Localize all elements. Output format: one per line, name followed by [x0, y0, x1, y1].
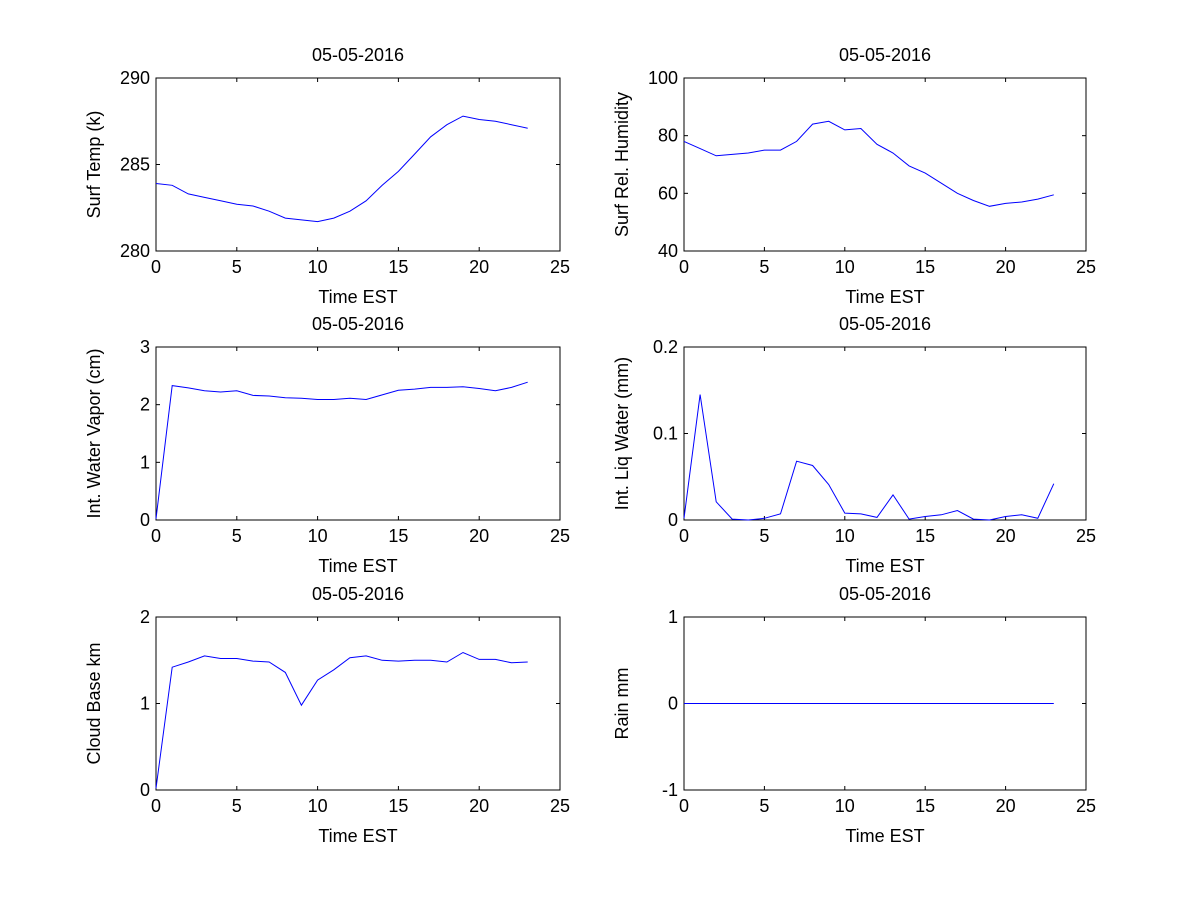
y-tick-label: 0	[668, 510, 678, 530]
x-tick-label: 5	[759, 257, 769, 277]
x-tick-label: 10	[835, 257, 855, 277]
x-tick-label: 15	[915, 796, 935, 816]
x-tick-label: 10	[835, 526, 855, 546]
x-tick-label: 15	[915, 526, 935, 546]
y-tick-label: 2	[140, 607, 150, 627]
x-tick-label: 10	[308, 526, 328, 546]
chart-title: 05-05-2016	[312, 584, 404, 604]
y-axis-label: Surf Rel. Humidity	[612, 92, 632, 237]
chart-title: 05-05-2016	[312, 45, 404, 65]
x-tick-label: 0	[151, 257, 161, 277]
x-tick-label: 25	[550, 796, 570, 816]
series-line	[683, 394, 1055, 521]
x-tick-label: 25	[550, 257, 570, 277]
series-line	[683, 120, 1054, 207]
series-line	[155, 381, 528, 519]
x-tick-label: 5	[759, 796, 769, 816]
x-tick-label: 0	[679, 257, 689, 277]
x-axis-label: Time EST	[318, 826, 397, 846]
chart-title: 05-05-2016	[312, 314, 404, 334]
y-tick-label: 285	[120, 155, 150, 175]
x-tick-label: 15	[388, 257, 408, 277]
x-tick-label: 0	[151, 526, 161, 546]
x-tick-label: 25	[550, 526, 570, 546]
axes-box	[155, 77, 561, 252]
x-tick-label: 0	[679, 526, 689, 546]
x-tick-label: 10	[308, 257, 328, 277]
y-tick-label: 0.1	[653, 424, 678, 444]
x-tick-label: 20	[469, 526, 489, 546]
y-axis-label: Int. Liq Water (mm)	[612, 357, 632, 510]
y-tick-label: 40	[658, 241, 678, 261]
x-axis-label: Time EST	[318, 287, 397, 307]
y-tick-label: 3	[140, 337, 150, 357]
y-axis-label: Cloud Base km	[84, 642, 104, 764]
x-tick-label: 25	[1076, 257, 1096, 277]
x-tick-label: 10	[308, 796, 328, 816]
x-tick-label: 5	[232, 796, 242, 816]
x-tick-label: 15	[388, 526, 408, 546]
chart-title: 05-05-2016	[839, 45, 931, 65]
y-axis-label: Int. Water Vapor (cm)	[84, 348, 104, 518]
x-tick-label: 20	[996, 796, 1016, 816]
subplot-2: 0 5 10 15 20 25 40 60 80 100 05-05-2016 Time EST Sur…	[612, 45, 1096, 307]
x-tick-label: 10	[835, 796, 855, 816]
y-tick-label: 80	[658, 126, 678, 146]
x-tick-label: 5	[232, 526, 242, 546]
axes-box	[683, 77, 1087, 252]
y-tick-label: 1	[140, 694, 150, 714]
subplot-1: 0 5 10 15 20 25 280 285 290 05-05-2016 Time EST Sur…	[84, 45, 570, 307]
x-tick-label: 0	[151, 796, 161, 816]
x-tick-label: 20	[469, 257, 489, 277]
axes-box	[155, 346, 561, 521]
x-tick-label: 0	[679, 796, 689, 816]
y-tick-label: 60	[658, 183, 678, 203]
y-tick-label: 100	[648, 68, 678, 88]
y-tick-label: -1	[662, 780, 678, 800]
x-axis-label: Time EST	[845, 826, 924, 846]
x-tick-label: 25	[1076, 796, 1096, 816]
y-tick-label: 1	[140, 452, 150, 472]
x-tick-label: 25	[1076, 526, 1096, 546]
subplot-4: 0 5 10 15 20 25 0 0.1 0.2 05-05-2016 Time EST Int. …	[612, 314, 1096, 576]
series-line	[155, 115, 528, 223]
y-axis-label: Rain mm	[612, 667, 632, 739]
series-line	[155, 651, 528, 789]
y-tick-label: 280	[120, 241, 150, 261]
y-tick-label: 0	[140, 510, 150, 530]
x-tick-label: 5	[759, 526, 769, 546]
axes-box	[683, 346, 1087, 521]
x-axis-label: Time EST	[845, 287, 924, 307]
x-tick-label: 15	[388, 796, 408, 816]
x-axis-label: Time EST	[318, 556, 397, 576]
x-tick-label: 20	[469, 796, 489, 816]
x-tick-label: 15	[915, 257, 935, 277]
subplot-5: 0 5 10 15 20 25 0 1 2 05-05-2016 Time EST Cloud Bas…	[84, 584, 570, 846]
x-tick-label: 5	[232, 257, 242, 277]
x-tick-label: 20	[996, 257, 1016, 277]
chart-title: 05-05-2016	[839, 314, 931, 334]
y-axis-label: Surf Temp (k)	[84, 111, 104, 219]
y-tick-label: 0	[140, 780, 150, 800]
y-tick-label: 0	[668, 694, 678, 714]
axes-box	[155, 616, 561, 791]
y-tick-label: 0.2	[653, 337, 678, 357]
chart-title: 05-05-2016	[839, 584, 931, 604]
subplot-3: 0 5 10 15 20 25 0 1 2 3 05-05-2016 Time EST Int. Wat…	[84, 314, 570, 576]
x-tick-label: 20	[996, 526, 1016, 546]
y-tick-label: 2	[140, 395, 150, 415]
x-axis-label: Time EST	[845, 556, 924, 576]
y-tick-label: 290	[120, 68, 150, 88]
y-tick-label: 1	[668, 607, 678, 627]
